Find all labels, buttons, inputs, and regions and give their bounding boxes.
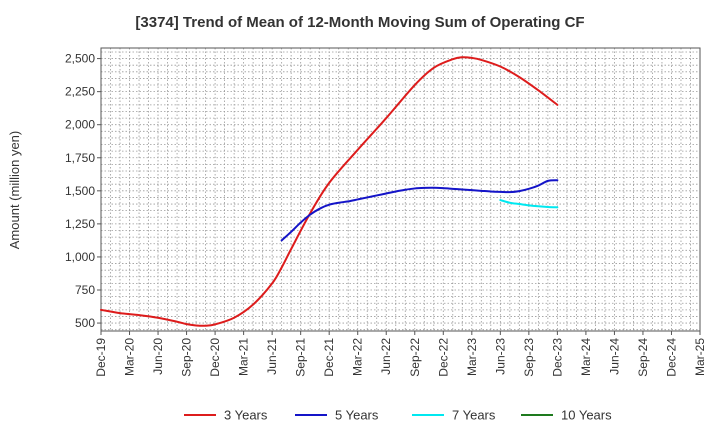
plot-frame [100, 47, 701, 332]
x-tick-label: Sep-23 [522, 338, 536, 377]
grid-layer [100, 48, 701, 331]
x-tick-label: Mar-23 [465, 338, 479, 376]
x-tick-label: Jun-23 [493, 338, 507, 375]
series-line-7-years [499, 199, 559, 209]
series-layer [100, 56, 559, 327]
series-line-5-years [280, 179, 559, 242]
x-tick-label: Jun-22 [379, 338, 393, 375]
y-tick-label: 500 [75, 316, 95, 330]
x-tick-label: Jun-21 [265, 338, 279, 375]
x-tick-label: Dec-20 [208, 338, 222, 377]
x-tick-label: Jun-24 [607, 338, 621, 375]
chart-title: [3374] Trend of Mean of 12-Month Moving … [135, 14, 584, 31]
y-tick-label: 2,250 [65, 85, 95, 99]
x-tick-label: Mar-21 [237, 338, 251, 376]
x-tick-label: Dec-22 [436, 338, 450, 377]
legend: 3 Years 5 Years 7 Years 10 Years [184, 408, 612, 423]
axis-layer: 500 750 1,000 1,250 1,500 1,750 2,000 2,250 2,50… [65, 47, 707, 377]
x-tick-label: Dec-24 [664, 338, 678, 377]
y-tick-label: 1,500 [65, 184, 95, 198]
x-tick-label: Jun-20 [151, 338, 165, 375]
legend-label: 7 Years [452, 408, 496, 423]
x-tick-label: Sep-21 [294, 338, 308, 377]
x-tick-label: Sep-22 [408, 338, 422, 377]
legend-label: 5 Years [335, 408, 379, 423]
y-tick-label: 1,250 [65, 217, 95, 231]
y-axis-label: Amount (million yen) [7, 131, 22, 250]
x-tick-label: Mar-20 [123, 338, 137, 376]
series-line-3-years [100, 56, 559, 327]
y-tick-label: 750 [75, 283, 95, 297]
x-tick-label: Mar-22 [351, 338, 365, 376]
x-tick-label: Mar-25 [693, 338, 707, 376]
x-tick-label: Dec-19 [94, 338, 108, 377]
x-tick-label: Mar-24 [579, 338, 593, 376]
y-tick-label: 2,500 [65, 52, 95, 66]
plot-area [101, 48, 700, 331]
legend-label: 3 Years [224, 408, 268, 423]
x-tick-label: Sep-24 [636, 338, 650, 377]
y-tick-label: 1,000 [65, 250, 95, 264]
y-tick-label: 2,000 [65, 118, 95, 132]
y-tick-label: 1,750 [65, 151, 95, 165]
x-tick-label: Dec-21 [322, 338, 336, 377]
legend-label: 10 Years [561, 408, 612, 423]
x-tick-label: Sep-20 [180, 338, 194, 377]
x-tick-label: Dec-23 [550, 338, 564, 377]
